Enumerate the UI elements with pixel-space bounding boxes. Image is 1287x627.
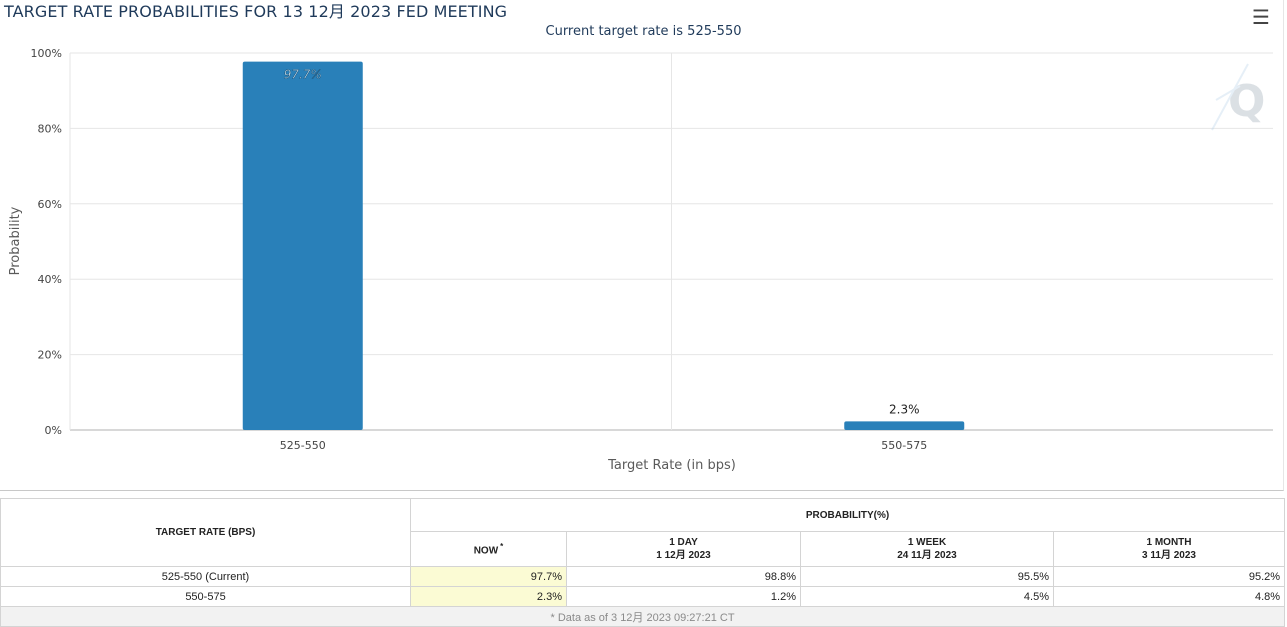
x-axis-title: Target Rate (in bps) bbox=[607, 458, 736, 473]
header-probability: PROBABILITY(%) bbox=[409, 498, 1286, 532]
q-logo-icon: Q bbox=[1211, 63, 1265, 131]
month-cell: 4.8% bbox=[1052, 586, 1286, 607]
probability-table: TARGET RATE (BPS) PROBABILITY(%) NOW * 1 … bbox=[0, 498, 1286, 627]
now-cell: 97.7% bbox=[410, 566, 567, 587]
rate-cell: 525-550 (Current) bbox=[0, 566, 411, 587]
day-cell: 1.2% bbox=[566, 586, 801, 607]
week-cell: 95.5% bbox=[800, 566, 1054, 587]
bars bbox=[242, 61, 965, 431]
y-tick-label: 80% bbox=[38, 122, 62, 135]
table-row: 525-550 (Current) 97.7% 98.8% 95.5% 95.2… bbox=[0, 566, 1286, 587]
header-now: NOW * bbox=[410, 531, 567, 567]
header-1-month: 1 MONTH 3 11月 2023 bbox=[1052, 531, 1286, 567]
bar[interactable] bbox=[242, 61, 363, 431]
week-cell: 4.5% bbox=[800, 586, 1054, 607]
data-label: 97.7% bbox=[284, 68, 322, 82]
footnote: * Data as of 3 12月 2023 09:27:21 CT bbox=[0, 606, 1286, 627]
x-tick-label: 550-575 bbox=[881, 439, 927, 452]
data-labels: 97.7% 2.3% bbox=[283, 67, 920, 416]
y-tick-label: 100% bbox=[31, 47, 62, 60]
chart-panel: TARGET RATE PROBABILITIES FOR 13 12月 202… bbox=[0, 0, 1284, 491]
x-tick-label: 525-550 bbox=[280, 439, 326, 452]
svg-text:Q: Q bbox=[1228, 76, 1265, 127]
chart-subtitle: Current target rate is 525-550 bbox=[545, 24, 742, 39]
y-axis-ticks: 0% 20% 40% 60% 80% 100% bbox=[31, 47, 62, 437]
y-tick-label: 0% bbox=[45, 424, 62, 437]
header-1-week: 1 WEEK 24 11月 2023 bbox=[800, 531, 1054, 567]
y-axis-title: Probability bbox=[8, 206, 23, 275]
y-tick-label: 20% bbox=[38, 349, 62, 362]
x-axis-ticks: 525-550 550-575 bbox=[280, 439, 927, 452]
y-tick-label: 40% bbox=[38, 273, 62, 286]
now-cell: 2.3% bbox=[410, 586, 567, 607]
header-1-day: 1 DAY 1 12月 2023 bbox=[566, 531, 801, 567]
bar[interactable] bbox=[844, 421, 965, 430]
month-cell: 95.2% bbox=[1052, 566, 1286, 587]
header-target-rate: TARGET RATE (BPS) bbox=[0, 498, 411, 567]
table-row: 550-575 2.3% 1.2% 4.5% 4.8% bbox=[0, 586, 1286, 607]
day-cell: 98.8% bbox=[566, 566, 801, 587]
rate-cell: 550-575 bbox=[0, 586, 411, 607]
data-label: 2.3% bbox=[889, 402, 920, 416]
hamburger-menu-icon[interactable]: ☰ bbox=[1252, 5, 1270, 29]
chart-title: TARGET RATE PROBABILITIES FOR 13 12月 202… bbox=[4, 2, 508, 21]
bar-chart: Q 97.7% 2.3% 0% 20% 40% 60% 80% 100% 525-550 55… bbox=[8, 47, 1273, 473]
y-tick-label: 60% bbox=[38, 198, 62, 211]
